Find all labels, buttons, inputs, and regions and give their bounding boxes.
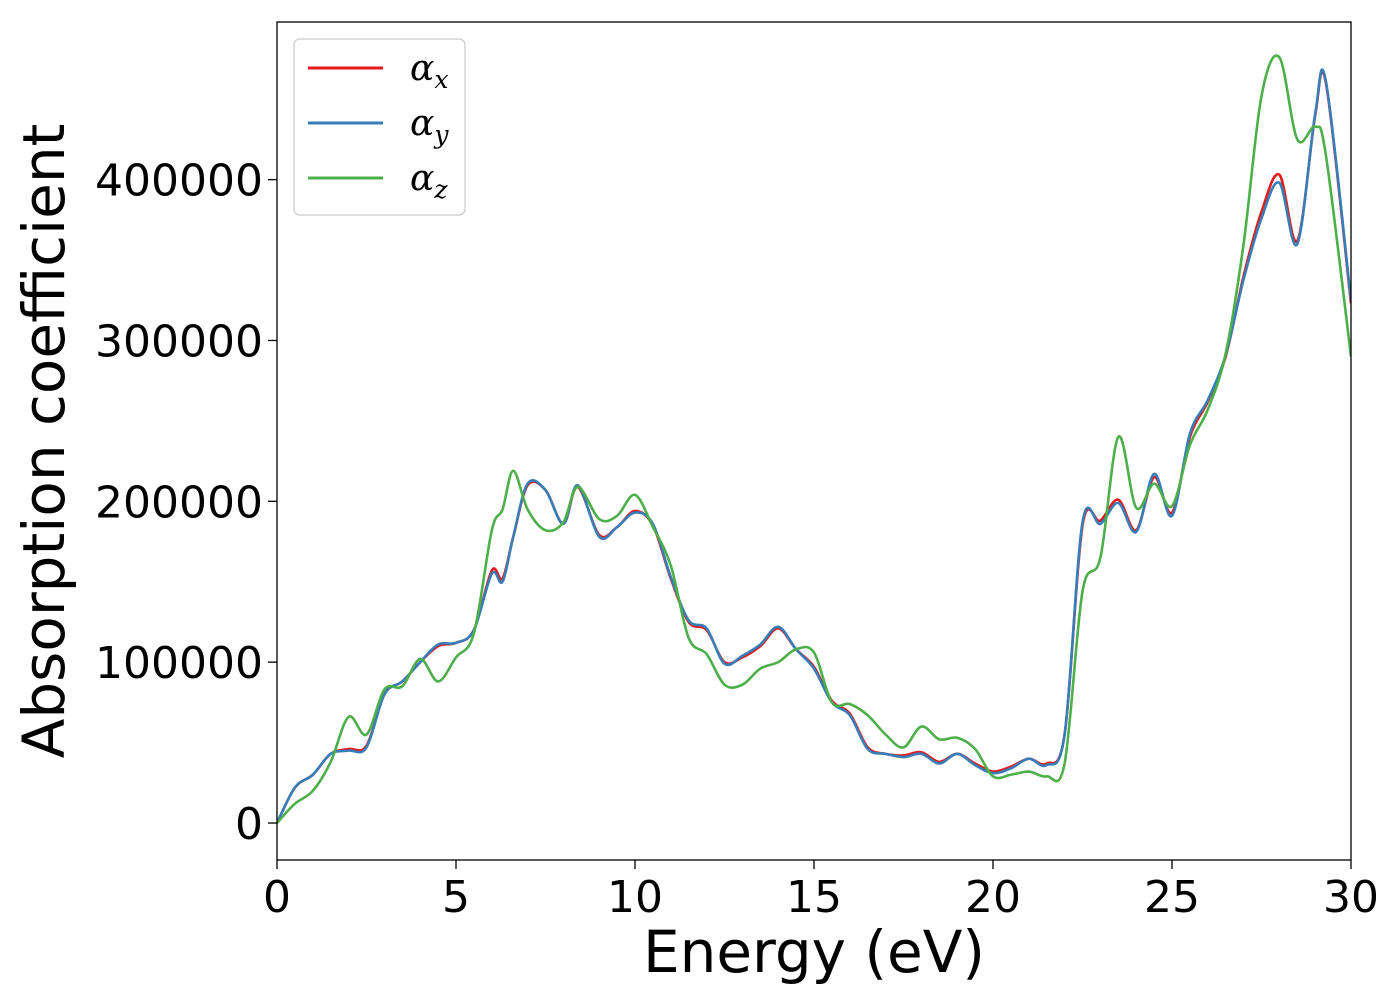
legend-box: [293, 38, 466, 216]
y-axis: 0 100000 200000 300000 400000: [95, 156, 277, 850]
y-tick-label: 200000: [95, 477, 263, 528]
x-tick-label: 0: [263, 872, 291, 923]
y-tick-label: 0: [235, 799, 263, 850]
x-tick-label: 20: [965, 872, 1021, 923]
x-tick-label: 15: [786, 872, 842, 923]
y-tick-label: 300000: [95, 316, 263, 367]
x-tick-label: 25: [1144, 872, 1200, 923]
x-axis-title: Energy (eV): [643, 918, 985, 986]
legend-label-x: αx: [410, 48, 448, 94]
y-axis-title: Absorption coefficient: [10, 124, 78, 759]
x-axis: 0 5 10 15 20 25 30: [263, 860, 1379, 923]
x-tick-label: 10: [607, 872, 663, 923]
x-tick-label: 30: [1323, 872, 1379, 923]
legend-label-y: αy: [410, 103, 449, 149]
y-tick-label: 100000: [95, 638, 263, 689]
series-line-z: [277, 54, 1351, 824]
x-tick-label: 5: [442, 872, 470, 923]
series-layer: [277, 54, 1351, 824]
y-tick-label: 400000: [95, 156, 263, 207]
